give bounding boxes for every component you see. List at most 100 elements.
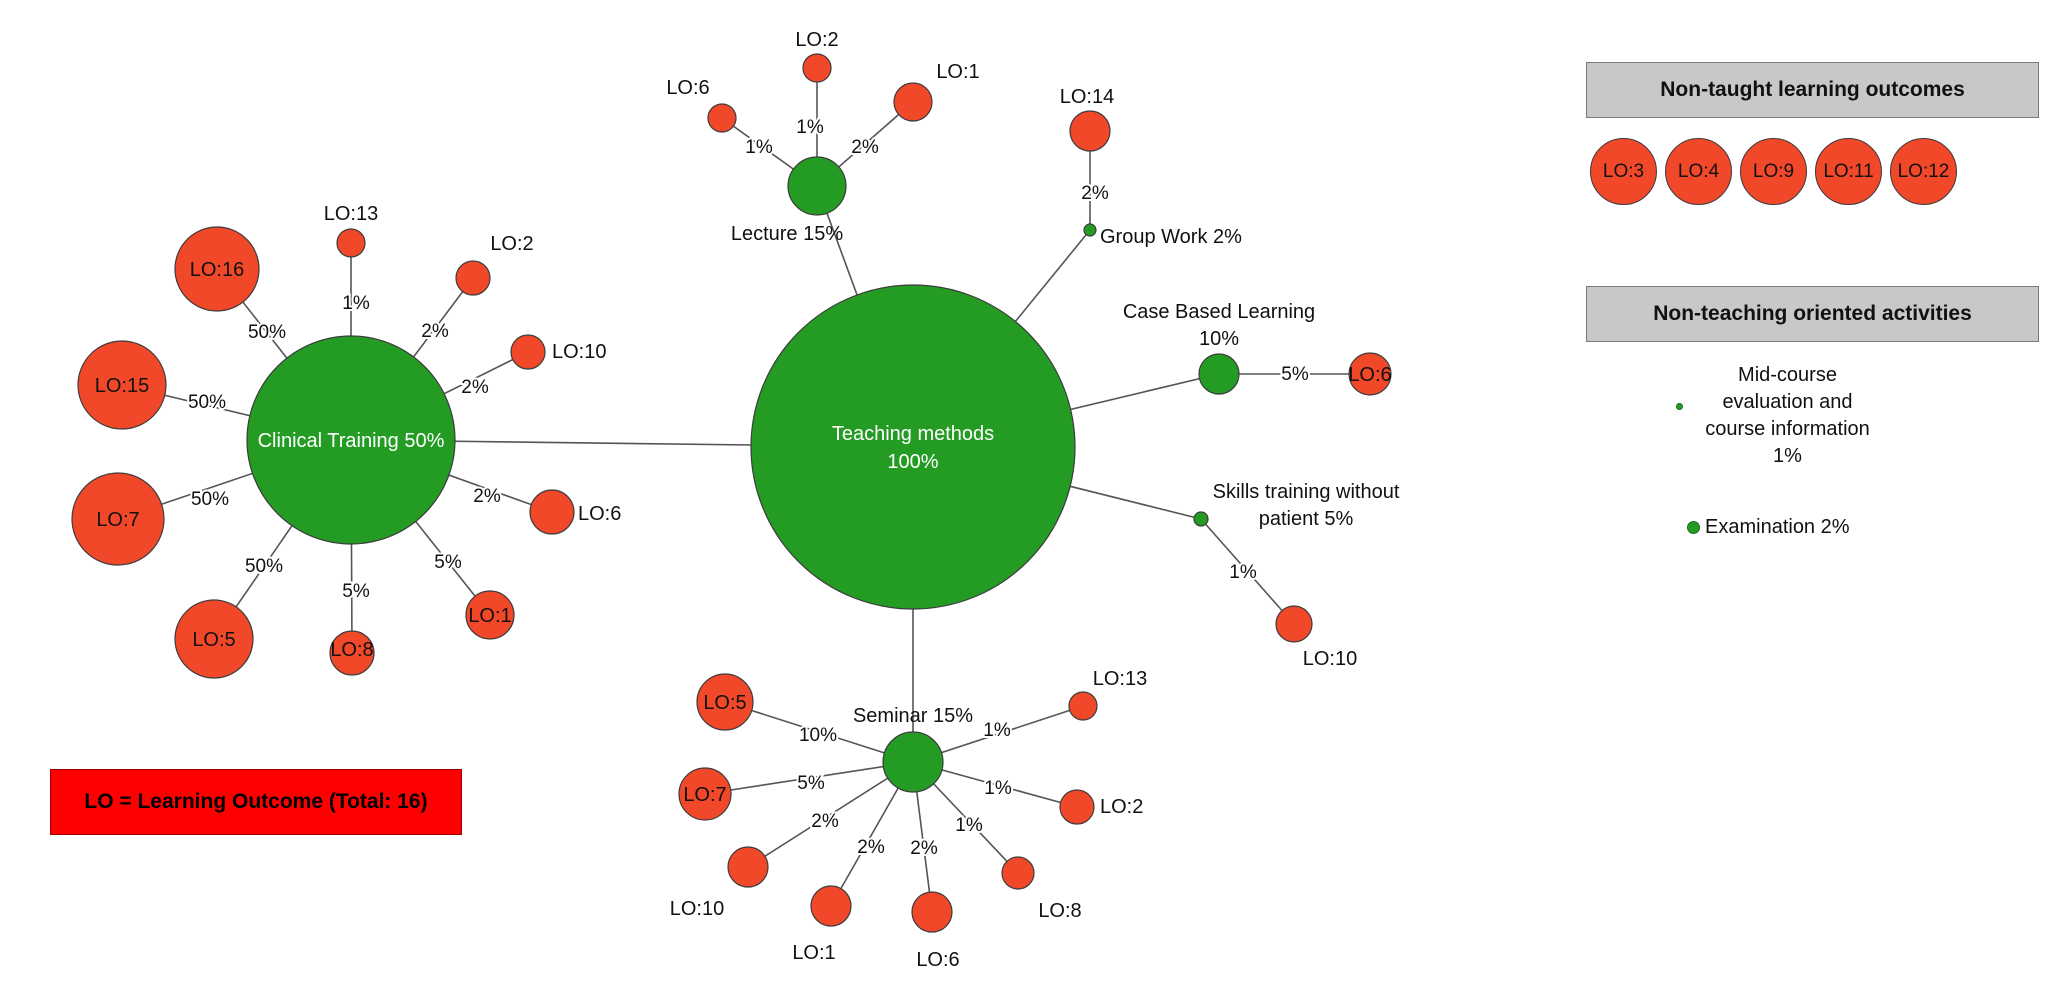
node-label-c1: LO:1 [468, 605, 511, 627]
node-m8[interactable] [1001, 856, 1035, 890]
node-m7[interactable] [678, 767, 732, 821]
node-c16[interactable] [174, 226, 260, 312]
node-label-m1: LO:1 [792, 942, 835, 964]
edge-label-cbl-b6: 5% [1281, 364, 1309, 385]
node-seminar[interactable] [882, 731, 944, 793]
edge-label-clinical-c5: 50% [245, 556, 283, 577]
lo-callout: LO = Learning Outcome (Total: 16) [50, 769, 462, 835]
node-label-c16: LO:16 [190, 259, 244, 281]
edge-label-seminar-m10: 2% [811, 811, 839, 832]
legend-lo-circle-lo4[interactable]: LO:4 [1665, 138, 1732, 205]
node-label-l2: LO:2 [795, 29, 838, 51]
node-label-l1: LO:1 [936, 61, 979, 83]
node-label-skills: Skills training without [1213, 481, 1400, 503]
node-c2[interactable] [455, 260, 491, 296]
edge-label-lecture-l6: 1% [745, 137, 773, 158]
edge-label-clinical-c10: 2% [461, 377, 489, 398]
node-label-g14: LO:14 [1060, 86, 1114, 108]
node-label-seminar: Seminar 15% [853, 705, 973, 727]
node-m13[interactable] [1068, 691, 1098, 721]
node-c6[interactable] [529, 489, 575, 535]
node-label-lecture: Lecture 15% [731, 223, 844, 245]
node-c15[interactable] [77, 340, 167, 430]
edge-label-seminar-m1: 2% [857, 837, 885, 858]
node-m10[interactable] [727, 846, 769, 888]
midcourse-label: Mid-course evaluation and course informa… [1705, 364, 1870, 467]
node-s10[interactable] [1275, 605, 1313, 643]
node-clinical[interactable] [246, 335, 456, 545]
node-c1[interactable] [465, 590, 515, 640]
edge-label-clinical-c8: 5% [342, 581, 370, 602]
node-l1[interactable] [893, 82, 933, 122]
edge-label-seminar-m8: 1% [955, 815, 983, 836]
node-c8[interactable] [329, 630, 375, 676]
edge-skills-s10 [1200, 518, 1295, 625]
node-label-c10: LO:10 [552, 341, 606, 363]
edge-label-skills-s10: 1% [1229, 562, 1257, 583]
edge-label-clinical-c13: 1% [342, 293, 370, 314]
node-label-c2: LO:2 [490, 233, 533, 255]
node-m5[interactable] [696, 673, 754, 731]
node-label-teaching-1: 100% [887, 451, 938, 473]
examination-label: Examination 2% [1705, 516, 1850, 538]
legend-lo-circle-lo3[interactable]: LO:3 [1590, 138, 1657, 205]
node-c10[interactable] [510, 334, 546, 370]
midcourse-dot [1676, 403, 1683, 410]
legend-lo-circle-lo11[interactable]: LO:11 [1815, 138, 1882, 205]
edge-seminar-m5 [724, 701, 914, 763]
node-label-cbl: Case Based Learning [1123, 301, 1315, 323]
non-teaching-header: Non-teaching oriented activities [1586, 286, 2039, 342]
non-taught-header: Non-taught learning outcomes [1586, 62, 2039, 118]
node-cbl[interactable] [1198, 353, 1240, 395]
edge-label-seminar-m5: 10% [799, 725, 837, 746]
node-label-s10: LO:10 [1303, 648, 1357, 670]
node-c7[interactable] [71, 472, 165, 566]
node-label-c15: LO:15 [95, 375, 149, 397]
edge-label-seminar-m2: 1% [984, 778, 1012, 799]
node-c5[interactable] [174, 599, 254, 679]
node-g14[interactable] [1069, 110, 1111, 152]
node-label-m6: LO:6 [916, 949, 959, 971]
node-label-b6: LO:6 [1348, 364, 1391, 386]
node-skills[interactable] [1193, 511, 1209, 527]
examination-item: Examination 2% [1687, 516, 1850, 539]
node-groupwork[interactable] [1083, 223, 1097, 237]
legend-lo-circle-lo9[interactable]: LO:9 [1740, 138, 1807, 205]
edge-label-groupwork-g14: 2% [1081, 183, 1109, 204]
node-l6[interactable] [707, 103, 737, 133]
edge-label-clinical-c2: 2% [421, 321, 449, 342]
edge-label-lecture-l2: 1% [796, 117, 824, 138]
edge-label-clinical-c1: 5% [434, 552, 462, 573]
node-label-l6: LO:6 [666, 77, 709, 99]
node-l2[interactable] [802, 53, 832, 83]
edge-label-seminar-m6: 2% [910, 838, 938, 859]
node-label-m5: LO:5 [703, 692, 746, 714]
node-teaching[interactable] [750, 284, 1076, 610]
edge-label-clinical-c6: 2% [473, 486, 501, 507]
node-label-clinical: Clinical Training 50% [258, 430, 445, 452]
node-label-m2: LO:2 [1100, 796, 1143, 818]
node-label-skills-1: patient 5% [1259, 508, 1354, 530]
examination-dot [1687, 521, 1700, 534]
node-label-teaching: Teaching methods [832, 423, 994, 445]
edge-seminar-m7 [704, 761, 914, 795]
node-label-c13: LO:13 [324, 203, 378, 225]
midcourse-item: Mid-course evaluation and course informa… [1660, 362, 1915, 470]
edge-label-clinical-c16: 50% [248, 322, 286, 343]
node-label-m8: LO:8 [1038, 900, 1081, 922]
node-lecture[interactable] [787, 156, 847, 216]
node-m2[interactable] [1059, 789, 1095, 825]
edge-label-lecture-l1: 2% [851, 137, 879, 158]
node-label-m7: LO:7 [683, 784, 726, 806]
node-label-c5: LO:5 [192, 629, 235, 651]
node-m6[interactable] [911, 891, 953, 933]
non-taught-circles: LO:3 LO:4 LO:9 LO:11 LO:12 [1590, 138, 1957, 205]
node-c13[interactable] [336, 228, 366, 258]
node-m1[interactable] [810, 885, 852, 927]
node-b6[interactable] [1348, 352, 1392, 396]
non-teaching-title: Non-teaching oriented activities [1653, 302, 1972, 325]
legend-lo-circle-lo12[interactable]: LO:12 [1890, 138, 1957, 205]
edge-seminar-m10 [747, 761, 914, 868]
edge-label-seminar-m13: 1% [983, 720, 1011, 741]
